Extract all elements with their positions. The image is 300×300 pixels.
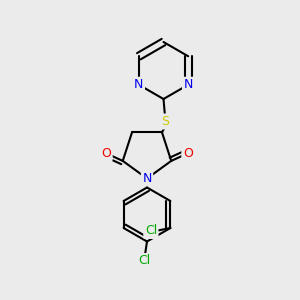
Text: N: N (142, 172, 152, 185)
Text: N: N (134, 78, 143, 91)
Text: Cl: Cl (138, 254, 150, 268)
Text: O: O (183, 147, 193, 160)
Text: S: S (161, 115, 169, 128)
Text: N: N (184, 78, 193, 91)
Text: Cl: Cl (145, 224, 157, 238)
Text: O: O (101, 147, 111, 160)
